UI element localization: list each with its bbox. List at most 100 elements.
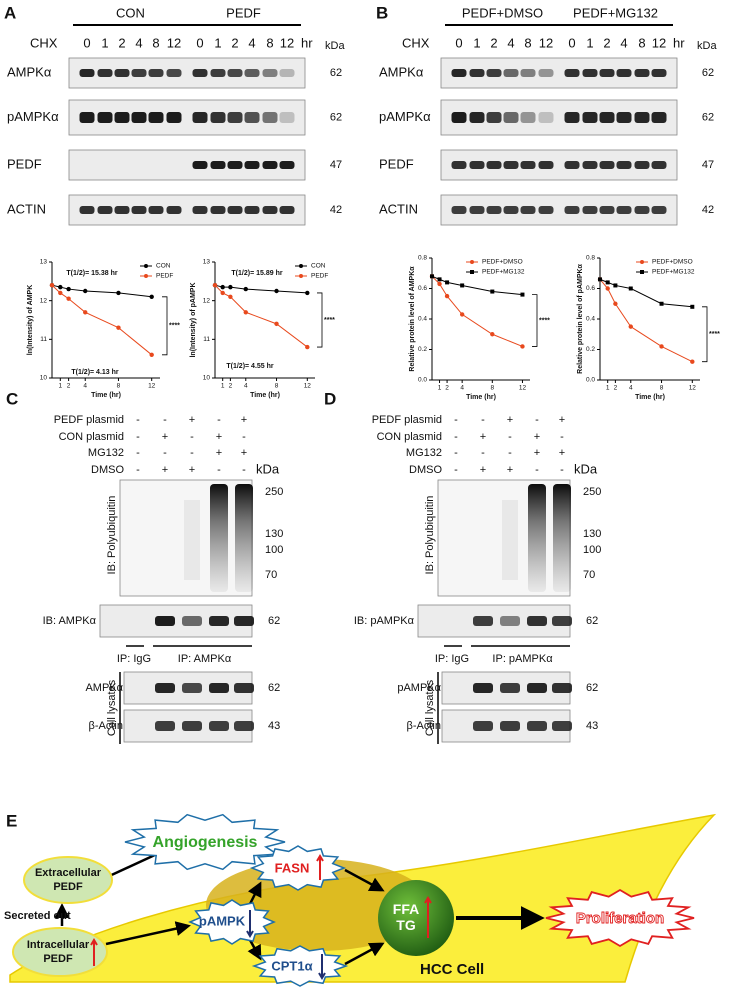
half-life: T(1/2)= 15.89 hr xyxy=(231,270,282,277)
point xyxy=(444,293,450,299)
time-label: 4 xyxy=(135,35,142,50)
size-marker: 70 xyxy=(265,569,277,581)
condition-sign: + xyxy=(241,414,247,426)
blot xyxy=(437,479,571,597)
time-label: 1 xyxy=(586,35,593,50)
band xyxy=(192,161,208,169)
arrow xyxy=(247,939,262,961)
size-marker: 70 xyxy=(583,569,595,581)
band xyxy=(227,112,243,123)
time-label: 8 xyxy=(524,35,531,50)
band xyxy=(192,112,208,123)
change-arrowhead xyxy=(90,938,98,946)
band xyxy=(131,69,147,77)
significance: **** xyxy=(539,317,550,324)
band xyxy=(616,161,632,169)
band xyxy=(79,69,95,77)
y-axis-label: ln(Intensity) of pAMPK xyxy=(190,282,197,357)
band xyxy=(262,69,278,77)
y-tick-label: 0.4 xyxy=(586,316,595,323)
legend-marker xyxy=(144,274,148,278)
condition-label: DMSO xyxy=(409,464,442,476)
band xyxy=(210,161,226,169)
band xyxy=(486,161,502,169)
band xyxy=(279,206,295,214)
condition-sign: - xyxy=(163,447,167,459)
band xyxy=(651,206,667,214)
time-label: 1 xyxy=(101,35,108,50)
lysates-label: Cell lysates xyxy=(424,679,436,736)
condition-sign: - xyxy=(217,464,221,476)
condition-sign: - xyxy=(136,414,140,426)
arrow xyxy=(344,942,385,966)
y-tick-label: 0.4 xyxy=(418,316,427,323)
condition-sign: - xyxy=(136,464,140,476)
band xyxy=(451,161,467,169)
band xyxy=(651,161,667,169)
size-marker: 130 xyxy=(583,528,601,540)
band xyxy=(279,112,295,123)
band xyxy=(503,206,519,214)
series-line xyxy=(431,275,523,296)
group-label: PEDF+DMSO xyxy=(462,5,543,20)
kda-label: 62 xyxy=(330,111,342,123)
starburst xyxy=(124,813,286,871)
condition-label: DMSO xyxy=(91,464,124,476)
band xyxy=(500,683,520,693)
starburst xyxy=(188,899,276,945)
extracellular-node xyxy=(23,856,113,904)
node-label-line: Intracellular xyxy=(27,939,90,951)
kda-header: kDa xyxy=(325,40,345,52)
size-marker: 130 xyxy=(265,528,283,540)
point xyxy=(520,344,525,349)
y-tick-label: 0.6 xyxy=(586,285,595,292)
x-tick-label: 4 xyxy=(629,385,633,392)
kda-label: 42 xyxy=(702,204,714,216)
band xyxy=(538,69,554,77)
condition-sign: + xyxy=(480,431,486,443)
panel-letter: D xyxy=(324,389,336,408)
legend-marker xyxy=(299,264,303,268)
condition-sign: + xyxy=(480,464,486,476)
band xyxy=(210,69,226,77)
band xyxy=(155,683,175,693)
band xyxy=(634,161,650,169)
size-marker: 250 xyxy=(583,486,601,498)
row-label: pAMPKα xyxy=(379,109,431,124)
legend-label: PEDF+MG132 xyxy=(482,269,525,276)
x-tick-label: 8 xyxy=(660,385,664,392)
condition-sign: + xyxy=(559,414,565,426)
band xyxy=(599,112,615,123)
x-axis-label: Time (hr) xyxy=(91,392,121,399)
y-axis-label: Relative protein level of pAMPKα xyxy=(577,263,584,373)
condition-sign: + xyxy=(216,447,222,459)
point xyxy=(228,294,233,299)
point xyxy=(437,281,442,287)
kda-label: 42 xyxy=(330,204,342,216)
band xyxy=(473,683,493,693)
x-tick-label: 8 xyxy=(490,385,494,392)
treatment-label: CHX xyxy=(402,35,430,50)
band xyxy=(148,69,164,77)
row-label: IB: pAMPKα xyxy=(354,615,415,627)
band xyxy=(552,616,572,626)
condition-sign: + xyxy=(507,414,513,426)
band xyxy=(486,69,502,77)
ip-label: IP: AMPKα xyxy=(178,653,232,665)
point xyxy=(490,332,495,337)
legend-marker xyxy=(470,260,474,264)
x-tick-label: 12 xyxy=(519,385,527,392)
size-marker: 250 xyxy=(265,486,283,498)
row-label: pAMPKα xyxy=(7,109,59,124)
node-label: pAMPK xyxy=(199,913,246,928)
condition-sign: - xyxy=(136,431,140,443)
time-label: 8 xyxy=(152,35,159,50)
significance: **** xyxy=(324,317,335,324)
blot xyxy=(417,604,571,638)
row-label: AMPKα xyxy=(7,64,52,79)
row-label: ACTIN xyxy=(7,201,46,216)
legend-label: CON xyxy=(156,263,171,270)
point xyxy=(220,284,225,290)
x-tick-label: 4 xyxy=(83,383,87,390)
point xyxy=(274,288,279,294)
